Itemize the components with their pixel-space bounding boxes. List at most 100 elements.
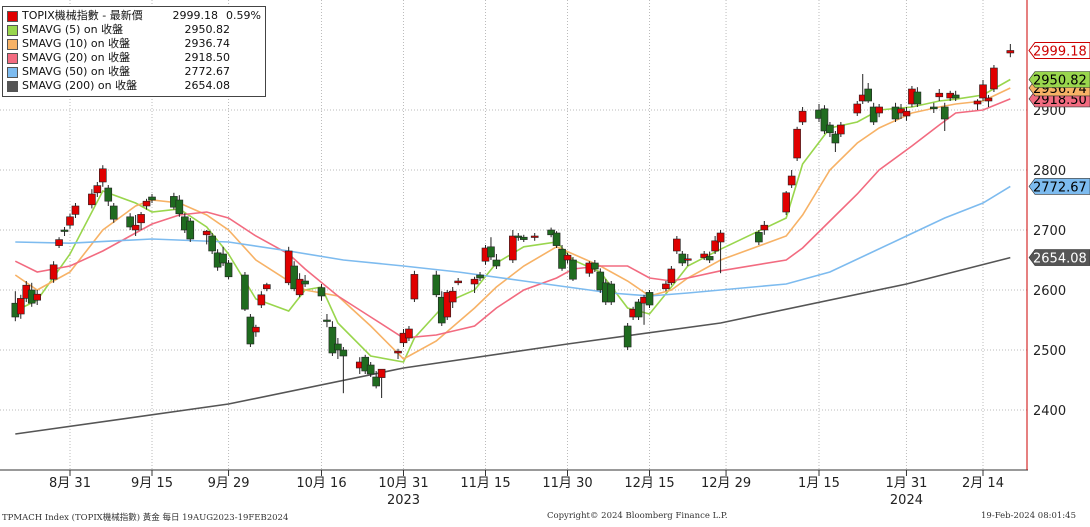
legend-swatch (7, 52, 18, 64)
candle-body (290, 265, 298, 290)
chart-footer: TPMACH Index (TOPIX機械指數) 黃金 每日 19AUG2023… (0, 511, 1090, 523)
legend-row-sma: SMAVG (50) on 收盤 2772.67 (7, 65, 261, 79)
candle-body (530, 235, 539, 238)
candle-body (295, 278, 304, 296)
candle-body (93, 185, 102, 194)
candle-body (990, 67, 998, 90)
candle-body (673, 238, 681, 252)
candle-body (793, 128, 801, 159)
candle-body (219, 253, 227, 264)
legend-row-sma: SMAVG (5) on 收盤 2950.82 (7, 23, 261, 37)
candle-body (137, 214, 145, 224)
candle-body (104, 187, 113, 202)
candle-body (339, 349, 348, 357)
candle-body (16, 298, 25, 315)
candle-body (443, 292, 452, 318)
candle-body (252, 326, 260, 333)
candle-body (902, 110, 911, 117)
candle-body (487, 246, 495, 258)
x-tick-label: 10月 16 (296, 476, 346, 491)
candle-body (405, 328, 413, 339)
candle-body (979, 84, 987, 99)
candle-body (131, 224, 140, 231)
candle-body (662, 283, 670, 290)
candle-body (552, 232, 561, 246)
x-tick-label: 1月 31 (885, 476, 927, 491)
candle-body (798, 110, 807, 123)
candle-body (596, 271, 605, 291)
legend-series-value: 2936.74 (184, 37, 231, 50)
candle-body (973, 100, 982, 105)
candle-body (257, 294, 266, 306)
candle-body (66, 216, 74, 226)
x-tick-label: 12月 29 (701, 476, 751, 491)
candle-body (410, 274, 419, 300)
legend-swatch (7, 24, 18, 36)
candle-body (432, 274, 441, 296)
y-tick-label: 2800 (1033, 164, 1066, 179)
legend-row-price: TOPIX機械指數 - 最新價 2999.18 0.59% (7, 9, 261, 23)
series-value-tag (1028, 249, 1090, 266)
candle-body (607, 283, 616, 303)
candle-body (208, 235, 216, 252)
candle-body (263, 284, 271, 290)
candle-body (787, 175, 796, 186)
series-value-tag (1028, 71, 1090, 88)
legend-row-sma: SMAVG (10) on 收盤 2936.74 (7, 37, 261, 51)
candle-body (186, 220, 195, 240)
y-tick-label: 2900 (1033, 104, 1066, 119)
candle-body (377, 368, 386, 378)
footer-timestamp: 19-Feb-2024 08:01:45 (981, 511, 1076, 521)
candle-body (705, 256, 714, 261)
candle-body (875, 106, 883, 114)
candle-body (569, 259, 577, 280)
legend-series-name: TOPIX機械指數 - 最新價 (22, 9, 143, 22)
candle-body (716, 232, 725, 243)
candle-body (126, 216, 134, 228)
y-tick-label: 2500 (1033, 344, 1066, 359)
legend-swatch (7, 38, 18, 50)
candle-body (820, 108, 829, 132)
legend-swatch (7, 10, 18, 22)
candle-body (328, 326, 337, 354)
x-tick-label: 2月 14 (962, 476, 1004, 491)
candle-body (755, 232, 763, 243)
candle-body (563, 254, 572, 261)
legend-series-value: 2654.08 (184, 79, 231, 92)
candle-body (782, 192, 790, 213)
candle-body (361, 356, 370, 372)
candle-body (476, 274, 484, 279)
last-price-label: 2999.18 (1033, 44, 1087, 59)
candle-body (148, 196, 156, 201)
candle-body (984, 97, 993, 102)
series-value-label: 2950.82 (1033, 74, 1087, 89)
candle-body (394, 350, 402, 354)
legend-change-percent: 0.59% (226, 9, 261, 22)
x-tick-label: 1月 15 (798, 476, 840, 491)
x-tick-label: 10月 31 (378, 476, 428, 491)
legend-swatch (7, 66, 18, 78)
candle-body (241, 274, 249, 310)
legend-series-value: 2999.18 (172, 9, 219, 22)
candle-body (951, 94, 960, 99)
footer-source: TPMACH Index (TOPIX機械指數) 黃金 每日 19AUG2023… (2, 513, 289, 523)
candle-body (175, 199, 184, 215)
candle-body (334, 343, 342, 351)
candle-body (645, 292, 654, 306)
legend-series-name: SMAVG (5) on 收盤 (22, 23, 124, 36)
legend-swatch (7, 80, 18, 92)
candle-body (33, 293, 41, 301)
x-tick-label: 11月 15 (460, 476, 510, 491)
x-tick-label: 8月 31 (49, 476, 91, 491)
x-tick-label: 12月 15 (624, 476, 674, 491)
series-value-label: 2918.50 (1033, 93, 1087, 108)
candle-body (519, 236, 528, 240)
x-year-label: 2024 (890, 493, 923, 508)
x-tick-label: 9月 15 (131, 476, 173, 491)
candle-body (929, 106, 938, 110)
candle-body (372, 376, 380, 387)
candle-body (634, 301, 643, 318)
candle-body (760, 224, 769, 231)
series-line (15, 256, 1011, 435)
legend-series-name: SMAVG (50) on 收盤 (22, 65, 131, 78)
